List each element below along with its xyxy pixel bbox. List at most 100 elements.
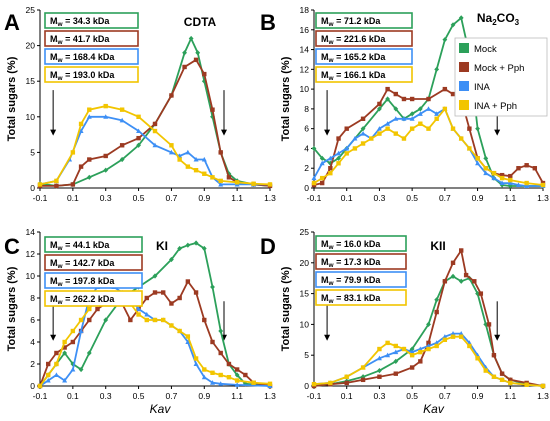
legend-label: INA [474, 82, 491, 93]
data-point [311, 145, 317, 152]
data-point [128, 317, 133, 323]
data-point [169, 301, 174, 306]
y-tick-label: 15 [26, 76, 36, 86]
data-point [458, 331, 464, 336]
data-point [234, 367, 240, 372]
mw-box: Mw = 221.6 kDa [315, 30, 413, 47]
data-point [185, 164, 191, 169]
data-point [508, 177, 513, 183]
mw-box: Mw = 16.0 kDa [315, 235, 407, 252]
data-point [152, 142, 158, 148]
data-point [195, 50, 201, 56]
data-point [177, 328, 182, 334]
data-point [434, 343, 439, 349]
data-point [119, 156, 125, 163]
panel-title: Na2CO3 [477, 11, 520, 27]
x-tick-label: 0.9 [198, 193, 210, 203]
data-point [95, 306, 100, 312]
data-point [409, 349, 415, 355]
data-point [344, 145, 350, 151]
data-point [243, 372, 248, 378]
legend-frame [454, 37, 548, 117]
data-point [385, 126, 390, 131]
mw-value: Mw = 142.7 kDa [50, 258, 115, 270]
data-point [169, 93, 174, 98]
arrow-head [324, 129, 331, 136]
data-point [459, 248, 464, 253]
mw-box-frame [44, 12, 139, 29]
data-point [193, 168, 199, 173]
data-point [119, 143, 125, 148]
mw-value: Mw = 44.1 kDa [50, 240, 110, 252]
mw-value: Mw = 79.9 kDa [321, 275, 381, 287]
data-point [434, 297, 440, 303]
x-tick-label: 0.1 [341, 391, 353, 401]
data-point [311, 175, 317, 181]
data-point [152, 317, 158, 323]
y-axis-label: Total sugars (%) [6, 266, 18, 351]
data-point [177, 245, 183, 252]
data-point [385, 340, 390, 346]
legend-swatch [459, 100, 469, 110]
data-point [483, 368, 488, 373]
elution-arrow [50, 301, 57, 341]
data-point [401, 96, 407, 102]
y-tick-label: 12 [26, 249, 36, 259]
mw-value: Mw = 197.8 kDa [50, 276, 115, 288]
x-tick-label: 0.5 [406, 193, 418, 203]
mw-box: Mw = 44.1 kDa [44, 236, 143, 253]
y-tick-label: 4 [30, 337, 35, 347]
panel-title: KI [156, 239, 168, 253]
data-point [267, 182, 273, 187]
data-point [442, 337, 448, 342]
panel-b: 0 2 4 6 8 10 12 14 16 18 -0.1 0.1 0.3 0.5 0.7 0.9 1.1 1.3… [260, 5, 549, 203]
mw-box-frame [315, 66, 413, 83]
data-point [185, 149, 191, 155]
y-tick-label: 2 [30, 359, 35, 369]
data-point [426, 96, 431, 102]
data-point [46, 361, 51, 367]
x-tick-label: 1.3 [264, 193, 276, 203]
data-point [434, 111, 440, 116]
data-point [37, 182, 43, 187]
data-point [508, 173, 513, 179]
y-tick-label: 14 [300, 45, 310, 55]
mw-box: Mw = 193.0 kDa [44, 66, 139, 83]
mw-box: Mw = 168.4 kDa [44, 48, 139, 65]
data-point [442, 279, 448, 284]
data-point [491, 175, 497, 181]
data-point [483, 321, 489, 327]
y-tick-label: 0 [304, 183, 309, 193]
data-point [393, 343, 398, 349]
data-point [524, 180, 529, 186]
data-point [103, 153, 108, 159]
data-point [218, 178, 223, 184]
data-point [491, 353, 497, 358]
mw-box-frame [44, 254, 143, 271]
data-point [218, 328, 224, 334]
arrow-head [494, 129, 501, 136]
data-point [86, 114, 92, 119]
arrow-head [324, 334, 331, 341]
data-point [86, 174, 92, 180]
data-point [450, 334, 456, 339]
y-tick-label: 0 [30, 381, 35, 391]
data-point [46, 372, 51, 378]
data-point [136, 142, 141, 148]
data-point [532, 166, 538, 171]
legend-swatch [459, 43, 469, 53]
data-point [401, 116, 407, 121]
data-point [185, 339, 191, 344]
data-point [360, 377, 366, 383]
mw-value: Mw = 168.4 kDa [50, 52, 115, 64]
data-point [169, 256, 174, 263]
series-ina-pph [37, 103, 273, 187]
y-tick-label: 10 [300, 319, 310, 329]
data-point [62, 345, 67, 350]
y-tick-label: 10 [26, 271, 36, 281]
data-point [344, 151, 349, 156]
data-point [450, 331, 456, 336]
mw-box-frame [44, 30, 139, 47]
data-point [70, 182, 76, 187]
data-point [54, 350, 59, 356]
